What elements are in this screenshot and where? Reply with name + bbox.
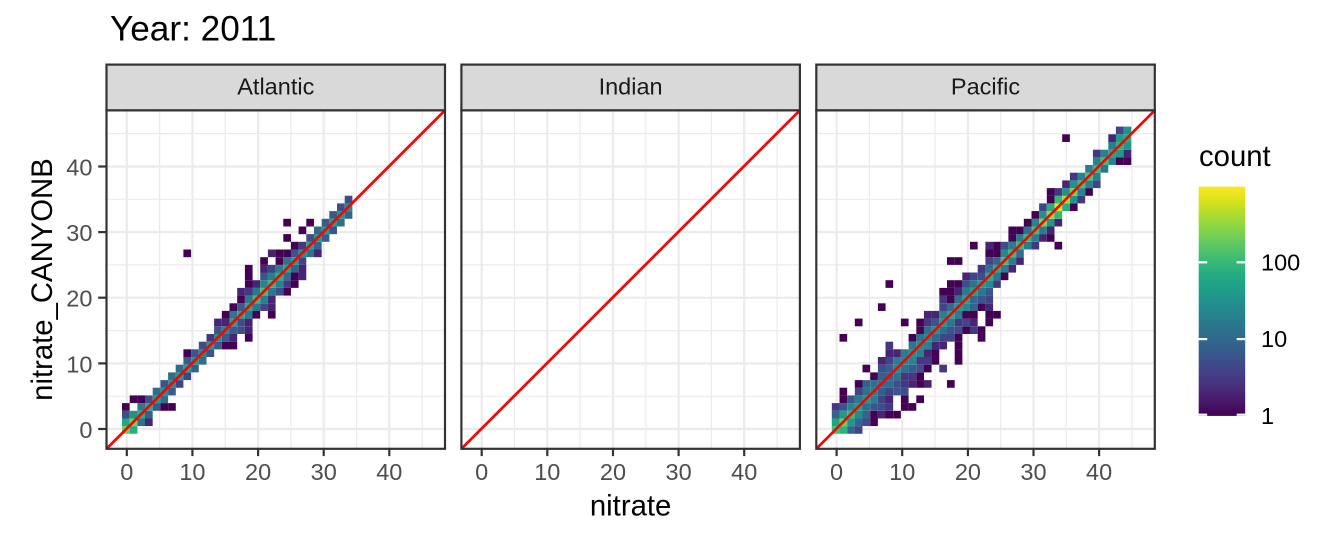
svg-text:10: 10	[534, 459, 560, 485]
svg-text:1: 1	[1261, 403, 1274, 429]
svg-text:20: 20	[955, 459, 981, 485]
svg-text:Year: 2011: Year: 2011	[110, 9, 276, 48]
svg-text:count: count	[1199, 140, 1271, 173]
svg-text:Indian: Indian	[599, 74, 663, 100]
svg-text:0: 0	[79, 417, 92, 443]
svg-text:40: 40	[376, 459, 402, 485]
svg-text:10: 10	[889, 459, 915, 485]
svg-text:10: 10	[66, 351, 92, 377]
svg-text:0: 0	[120, 459, 133, 485]
svg-text:30: 30	[1020, 459, 1046, 485]
svg-text:10: 10	[179, 459, 205, 485]
svg-text:30: 30	[66, 220, 92, 246]
svg-text:40: 40	[731, 459, 757, 485]
svg-text:30: 30	[666, 459, 692, 485]
svg-text:20: 20	[600, 459, 626, 485]
svg-text:20: 20	[66, 286, 92, 312]
svg-text:30: 30	[311, 459, 337, 485]
svg-text:10: 10	[1261, 326, 1287, 352]
svg-text:40: 40	[1086, 459, 1112, 485]
svg-text:Atlantic: Atlantic	[237, 74, 314, 100]
svg-text:100: 100	[1261, 249, 1300, 275]
svg-text:40: 40	[66, 155, 92, 181]
svg-text:20: 20	[245, 459, 271, 485]
svg-text:0: 0	[830, 459, 843, 485]
svg-text:nitrate: nitrate	[590, 490, 671, 523]
svg-text:Pacific: Pacific	[951, 74, 1020, 100]
svg-text:nitrate_CANYONB: nitrate_CANYONB	[26, 158, 59, 401]
svg-text:0: 0	[475, 459, 488, 485]
